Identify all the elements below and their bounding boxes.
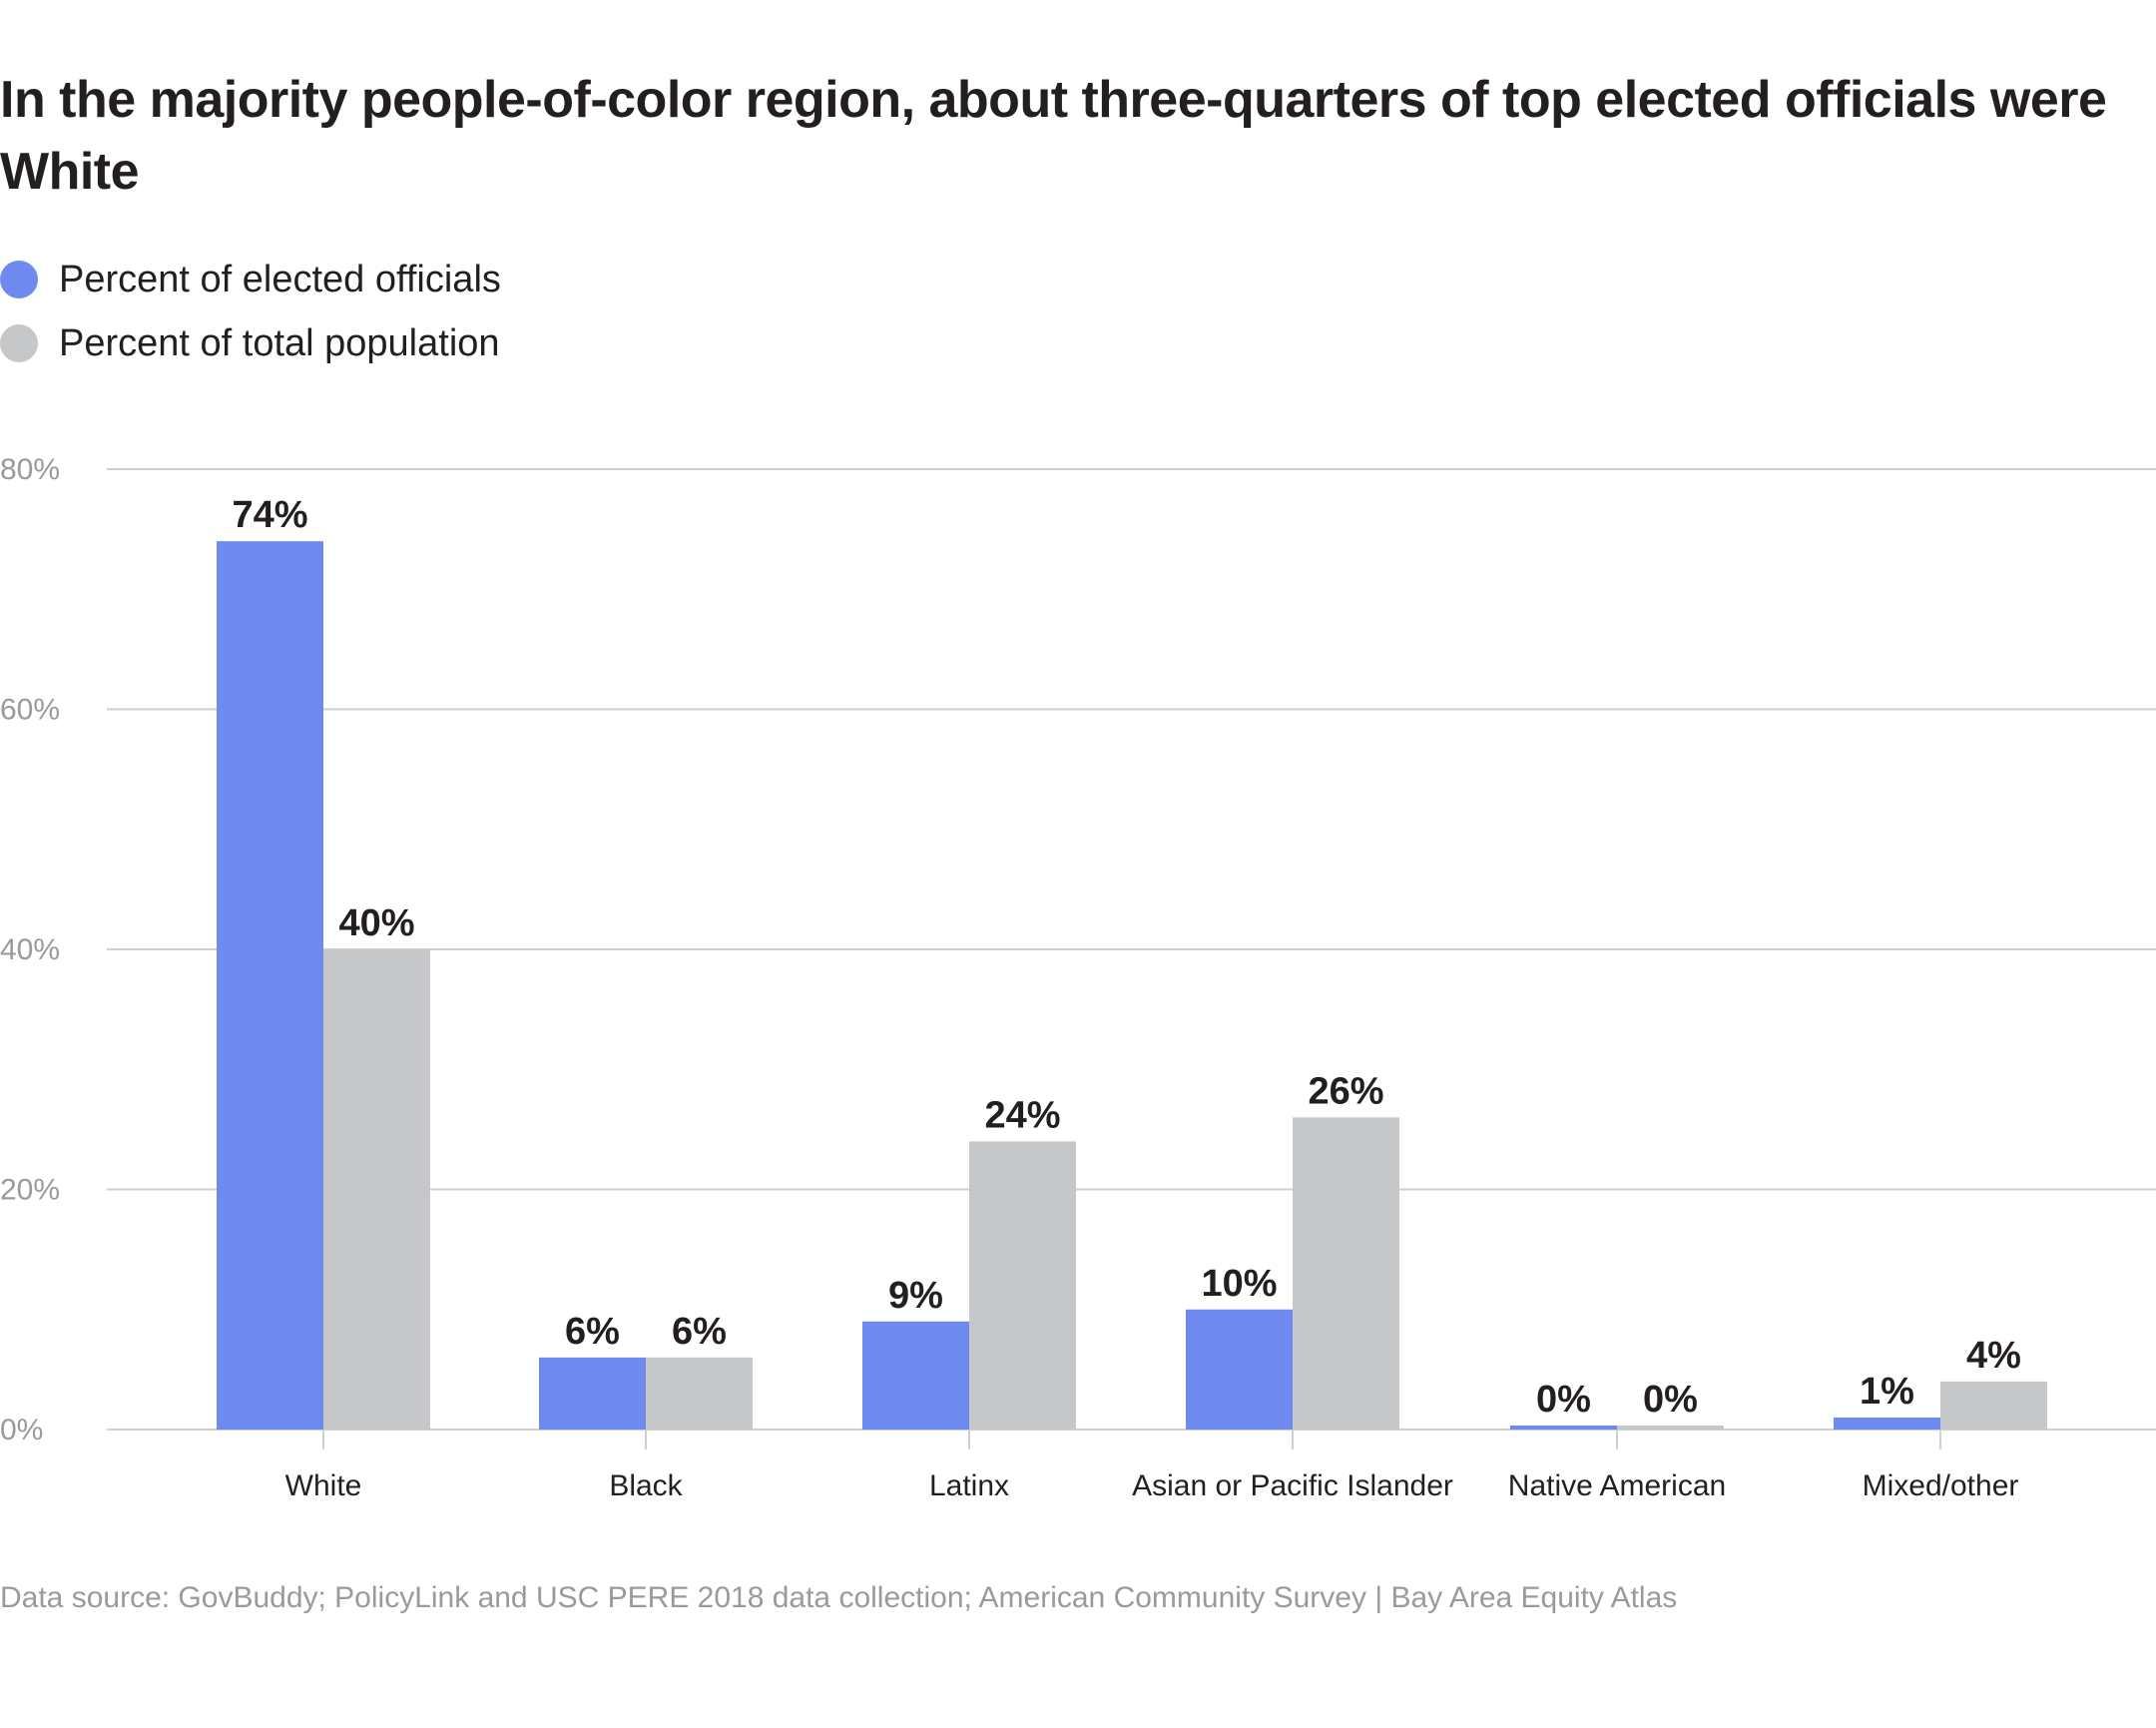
data-label: 0% [1643, 1379, 1698, 1421]
bar-total-population [323, 949, 430, 1430]
legend-item-elected-officials: Percent of elected officials [0, 248, 501, 311]
bar-elected-officials [1510, 1426, 1617, 1430]
data-label: 9% [888, 1275, 943, 1317]
bar-elected-officials [1186, 1309, 1293, 1430]
data-label: 40% [338, 902, 414, 944]
legend-item-total-population: Percent of total population [0, 311, 501, 375]
category-label: Native American [1508, 1469, 1726, 1502]
legend-label: Percent of elected officials [59, 258, 501, 300]
bar-elected-officials [862, 1321, 969, 1430]
category-label: Asian or Pacific Islander [1132, 1469, 1453, 1502]
data-label: 74% [232, 494, 307, 536]
y-tick-label: 0% [0, 1414, 43, 1446]
y-tick-label: 60% [0, 694, 60, 727]
bar-elected-officials [539, 1357, 646, 1430]
category-label: Mixed/other [1863, 1469, 2019, 1502]
data-label: 24% [984, 1094, 1060, 1136]
category-label: Latinx [929, 1469, 1009, 1502]
data-label: 4% [1966, 1335, 2021, 1377]
data-source-note: Data source: GovBuddy; PolicyLink and US… [0, 1581, 1678, 1614]
data-label: 1% [1860, 1371, 1914, 1413]
bar-elected-officials [217, 541, 323, 1430]
legend-swatch-blue [0, 261, 38, 298]
bar-total-population [1293, 1117, 1399, 1430]
chart-title: In the majority people-of-color region, … [0, 71, 2107, 201]
y-tick-label: 20% [0, 1174, 60, 1207]
y-tick-label: 80% [0, 453, 60, 486]
bar-total-population [1940, 1381, 2047, 1430]
bar-elected-officials [1834, 1417, 1940, 1430]
data-label: 6% [565, 1311, 620, 1353]
data-label: 26% [1308, 1070, 1383, 1112]
legend-label: Percent of total population [59, 321, 500, 364]
data-label: 10% [1201, 1263, 1277, 1305]
legend-swatch-gray [0, 324, 38, 362]
y-tick-label: 40% [0, 933, 60, 966]
data-label: 0% [1536, 1379, 1591, 1421]
data-label: 6% [672, 1311, 727, 1353]
bar-total-population [1617, 1426, 1724, 1430]
legend: Percent of elected officials Percent of … [0, 248, 501, 375]
bar-total-population [969, 1141, 1076, 1430]
category-label: Black [609, 1469, 683, 1502]
bar-total-population [646, 1357, 753, 1430]
category-label: White [285, 1469, 362, 1502]
